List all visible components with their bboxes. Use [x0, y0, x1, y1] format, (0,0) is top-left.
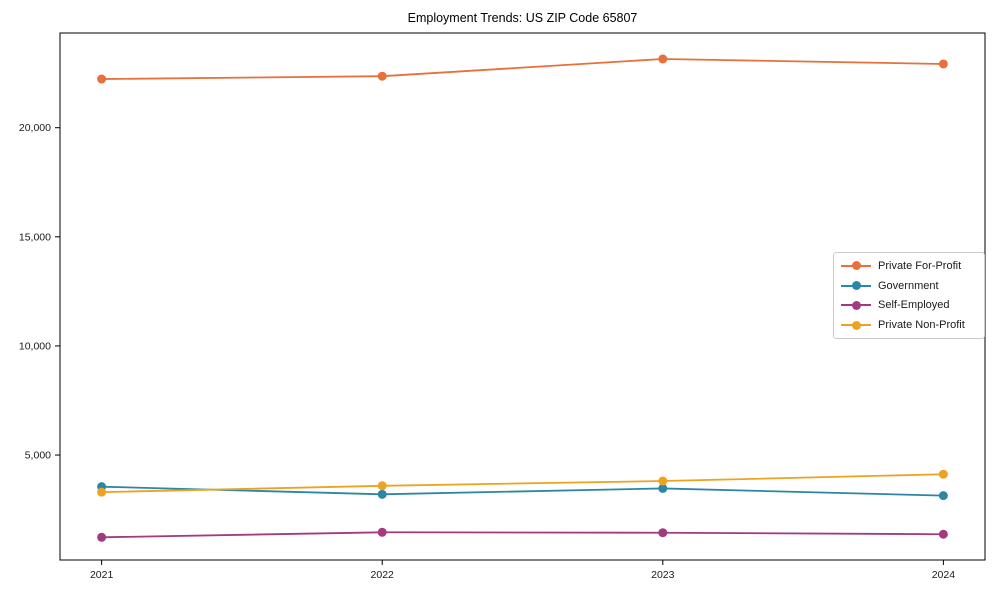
series-line [101, 531, 944, 539]
legend-label: Private For-Profit [878, 259, 962, 272]
legend-marker-icon [841, 320, 871, 330]
legend-item: Government [841, 277, 977, 295]
y-tick-label: 20,000 [19, 122, 51, 134]
y-tick-label: 15,000 [19, 231, 51, 243]
data-point [938, 469, 948, 479]
legend-label: Government [878, 279, 939, 292]
legend-item: Self-Employed [841, 296, 977, 314]
data-point [97, 74, 107, 84]
legend-label: Private Non-Profit [878, 319, 965, 332]
series-line [101, 473, 944, 494]
data-point [377, 489, 387, 499]
data-point [658, 54, 668, 64]
data-point [377, 71, 387, 81]
data-point [377, 481, 387, 491]
legend: Private For-Profit Government Self-Employe… [833, 252, 985, 339]
legend-marker-icon [841, 261, 871, 271]
data-point [658, 476, 668, 486]
y-tick-label: 5,000 [25, 450, 51, 462]
y-tick-label: 10,000 [19, 340, 51, 352]
x-tick-label: 2021 [90, 569, 114, 581]
chart-title: Employment Trends: US ZIP Code 65807 [407, 11, 638, 25]
legend-item: Private For-Profit [841, 257, 977, 275]
legend-marker-icon [841, 300, 871, 310]
data-point [377, 527, 387, 537]
x-tick-label: 2022 [371, 569, 395, 581]
series-line [101, 485, 944, 497]
series-line [101, 58, 944, 80]
data-point [938, 59, 948, 69]
data-point [658, 483, 668, 493]
x-tick-label: 2024 [932, 569, 956, 581]
data-point [658, 528, 668, 538]
x-tick-label: 2023 [651, 569, 675, 581]
legend-label: Self-Employed [878, 299, 950, 312]
data-point [938, 491, 948, 501]
data-point [938, 529, 948, 539]
legend-marker-icon [841, 281, 871, 291]
data-point [97, 532, 107, 542]
plot-border [59, 32, 986, 561]
data-point [97, 487, 107, 497]
legend-item: Private Non-Profit [841, 316, 977, 334]
